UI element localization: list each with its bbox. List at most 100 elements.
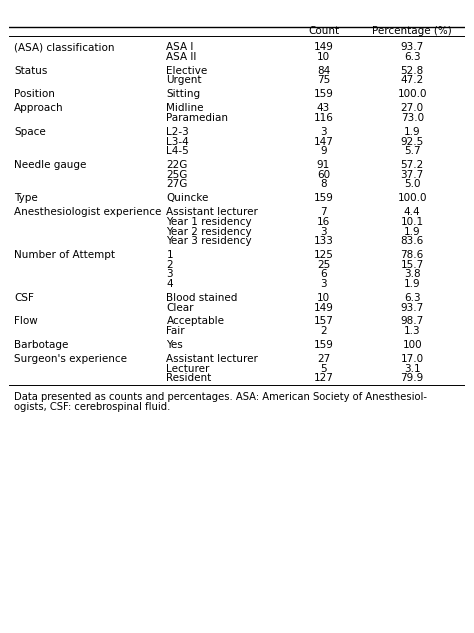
Text: ogists, CSF: cerebrospinal fluid.: ogists, CSF: cerebrospinal fluid. <box>14 402 171 412</box>
Text: 25: 25 <box>317 260 330 270</box>
Text: 10: 10 <box>317 52 330 62</box>
Text: 6.3: 6.3 <box>404 293 420 303</box>
Text: 127: 127 <box>313 373 333 383</box>
Text: Year 1 residency: Year 1 residency <box>166 217 252 227</box>
Text: 27G: 27G <box>166 179 188 189</box>
Text: 79.9: 79.9 <box>401 373 424 383</box>
Text: 159: 159 <box>313 89 333 99</box>
Text: Percentage (%): Percentage (%) <box>372 26 452 36</box>
Text: Barbotage: Barbotage <box>14 340 68 350</box>
Text: Anesthesiologist experience: Anesthesiologist experience <box>14 208 162 217</box>
Text: 84: 84 <box>317 66 330 76</box>
Text: 4.4: 4.4 <box>404 208 420 217</box>
Text: 8: 8 <box>320 179 327 189</box>
Text: 5: 5 <box>320 363 327 373</box>
Text: 91: 91 <box>317 160 330 170</box>
Text: 116: 116 <box>313 113 333 123</box>
Text: 15.7: 15.7 <box>401 260 424 270</box>
Text: Flow: Flow <box>14 316 38 327</box>
Text: Blood stained: Blood stained <box>166 293 238 303</box>
Text: 159: 159 <box>313 193 333 203</box>
Text: 1.3: 1.3 <box>404 326 420 336</box>
Text: 73.0: 73.0 <box>401 113 424 123</box>
Text: Assistant lecturer: Assistant lecturer <box>166 208 258 217</box>
Text: 157: 157 <box>313 316 333 327</box>
Text: 100: 100 <box>402 340 422 350</box>
Text: 6.3: 6.3 <box>404 52 420 62</box>
Text: 149: 149 <box>313 303 333 313</box>
Text: 6: 6 <box>320 270 327 279</box>
Text: 3: 3 <box>320 279 327 289</box>
Text: 147: 147 <box>313 137 333 147</box>
Text: Resident: Resident <box>166 373 212 383</box>
Text: 100.0: 100.0 <box>397 89 427 99</box>
Text: Lecturer: Lecturer <box>166 363 210 373</box>
Text: 3.8: 3.8 <box>404 270 420 279</box>
Text: 60: 60 <box>317 170 330 180</box>
Text: 57.2: 57.2 <box>401 160 424 170</box>
Text: 17.0: 17.0 <box>401 354 424 364</box>
Text: Number of Attempt: Number of Attempt <box>14 250 115 260</box>
Text: Sitting: Sitting <box>166 89 201 99</box>
Text: CSF: CSF <box>14 293 34 303</box>
Text: 16: 16 <box>317 217 330 227</box>
Text: Quincke: Quincke <box>166 193 209 203</box>
Text: Position: Position <box>14 89 55 99</box>
Text: Fair: Fair <box>166 326 185 336</box>
Text: 37.7: 37.7 <box>401 170 424 180</box>
Text: 3: 3 <box>320 227 327 237</box>
Text: 10: 10 <box>317 293 330 303</box>
Text: 78.6: 78.6 <box>401 250 424 260</box>
Text: ASA I: ASA I <box>166 42 194 53</box>
Text: 125: 125 <box>313 250 333 260</box>
Text: 10.1: 10.1 <box>401 217 424 227</box>
Text: Count: Count <box>308 26 339 36</box>
Text: Paramedian: Paramedian <box>166 113 228 123</box>
Text: Yes: Yes <box>166 340 183 350</box>
Text: 133: 133 <box>313 236 333 246</box>
Text: 3: 3 <box>166 270 173 279</box>
Text: 149: 149 <box>313 42 333 53</box>
Text: Data presented as counts and percentages. ASA: American Society of Anesthesiol-: Data presented as counts and percentages… <box>14 392 427 401</box>
Text: Assistant lecturer: Assistant lecturer <box>166 354 258 364</box>
Text: Elective: Elective <box>166 66 208 76</box>
Text: 1: 1 <box>166 250 173 260</box>
Text: 75: 75 <box>317 75 330 85</box>
Text: 4: 4 <box>166 279 173 289</box>
Text: 1.9: 1.9 <box>404 227 420 237</box>
Text: Urgent: Urgent <box>166 75 202 85</box>
Text: Year 2 residency: Year 2 residency <box>166 227 252 237</box>
Text: 5.0: 5.0 <box>404 179 420 189</box>
Text: 83.6: 83.6 <box>401 236 424 246</box>
Text: (ASA) classification: (ASA) classification <box>14 42 115 53</box>
Text: 9: 9 <box>320 146 327 156</box>
Text: Clear: Clear <box>166 303 194 313</box>
Text: 22G: 22G <box>166 160 188 170</box>
Text: 92.5: 92.5 <box>401 137 424 147</box>
Text: Approach: Approach <box>14 103 64 113</box>
Text: 2: 2 <box>166 260 173 270</box>
Text: 2: 2 <box>320 326 327 336</box>
Text: 100.0: 100.0 <box>397 193 427 203</box>
Text: Type: Type <box>14 193 38 203</box>
Text: 159: 159 <box>313 340 333 350</box>
Text: L4-5: L4-5 <box>166 146 189 156</box>
Text: 43: 43 <box>317 103 330 113</box>
Text: 47.2: 47.2 <box>401 75 424 85</box>
Text: 27: 27 <box>317 354 330 364</box>
Text: L3-4: L3-4 <box>166 137 189 147</box>
Text: Acceptable: Acceptable <box>166 316 225 327</box>
Text: 7: 7 <box>320 208 327 217</box>
Text: Status: Status <box>14 66 47 76</box>
Text: 98.7: 98.7 <box>401 316 424 327</box>
Text: Needle gauge: Needle gauge <box>14 160 86 170</box>
Text: 1.9: 1.9 <box>404 127 420 137</box>
Text: 25G: 25G <box>166 170 188 180</box>
Text: Space: Space <box>14 127 46 137</box>
Text: 27.0: 27.0 <box>401 103 424 113</box>
Text: 93.7: 93.7 <box>401 42 424 53</box>
Text: Year 3 residency: Year 3 residency <box>166 236 252 246</box>
Text: 93.7: 93.7 <box>401 303 424 313</box>
Text: L2-3: L2-3 <box>166 127 189 137</box>
Text: 1.9: 1.9 <box>404 279 420 289</box>
